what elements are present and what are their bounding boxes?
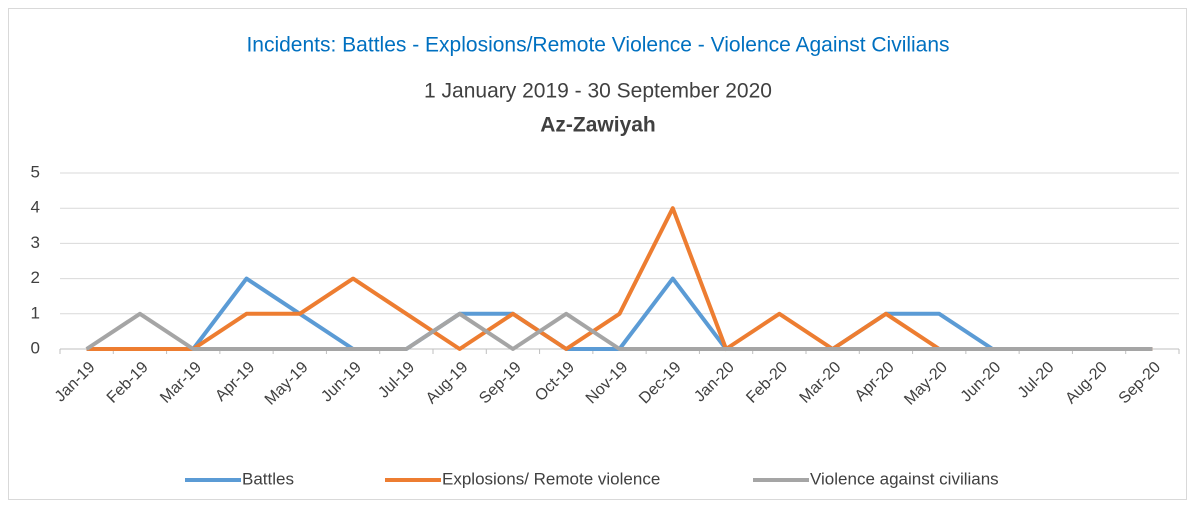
- y-tick-label: 3: [31, 233, 40, 252]
- legend-label: Battles: [242, 469, 294, 488]
- legend-label: Violence against civilians: [810, 469, 999, 488]
- chart-location: Az-Zawiyah: [540, 114, 656, 137]
- y-tick-label: 1: [31, 303, 40, 322]
- series-line: [85, 311, 1153, 351]
- y-tick-label: 4: [31, 198, 40, 217]
- chart-title: Incidents: Battles - Explosions/Remote V…: [246, 34, 949, 57]
- y-tick-label: 0: [31, 338, 40, 357]
- y-tick-label: 5: [31, 162, 40, 181]
- chart-border: [8, 8, 1187, 500]
- legend-label: Explosions/ Remote violence: [442, 469, 660, 488]
- chart-subtitle: 1 January 2019 - 30 September 2020: [424, 80, 772, 103]
- y-tick-label: 2: [31, 268, 40, 287]
